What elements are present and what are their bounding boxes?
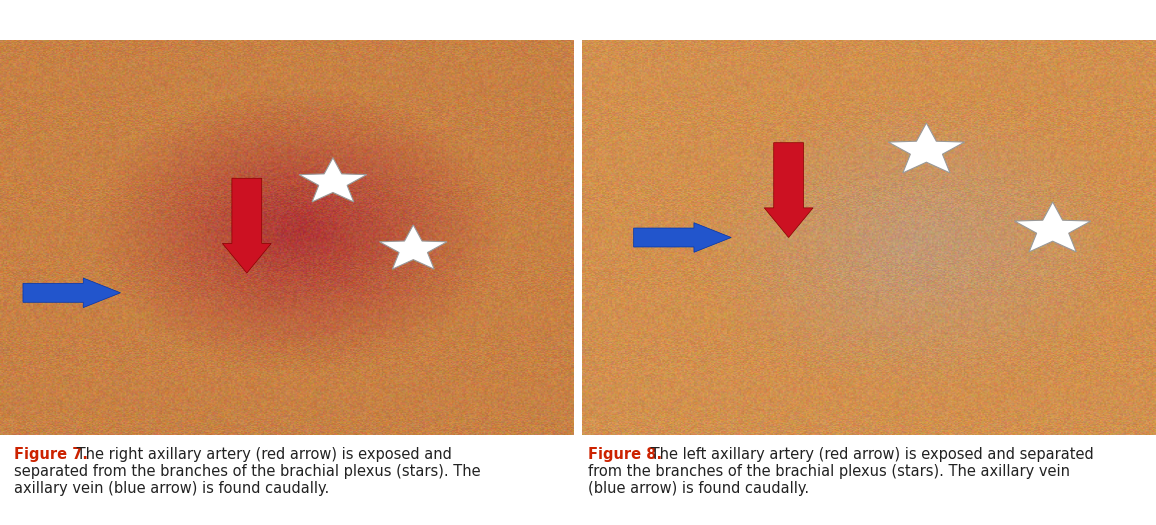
FancyArrow shape (764, 143, 813, 237)
Polygon shape (299, 158, 366, 202)
Polygon shape (1015, 202, 1091, 252)
Text: Figure 7.: Figure 7. (14, 447, 88, 462)
FancyArrow shape (23, 278, 120, 308)
Text: The right axillary artery (red arrow) is exposed and: The right axillary artery (red arrow) is… (72, 447, 452, 462)
Text: Figure 8.: Figure 8. (588, 447, 662, 462)
Text: UPPER EXTREMITY – HEAD AT TOP: UPPER EXTREMITY – HEAD AT TOP (399, 9, 757, 28)
Text: (blue arrow) is found caudally.: (blue arrow) is found caudally. (588, 481, 809, 496)
FancyArrow shape (633, 223, 732, 253)
Text: The left axillary artery (red arrow) is exposed and separated: The left axillary artery (red arrow) is … (646, 447, 1094, 462)
FancyArrow shape (222, 178, 272, 273)
Text: axillary vein (blue arrow) is found caudally.: axillary vein (blue arrow) is found caud… (14, 481, 329, 496)
Polygon shape (888, 123, 964, 173)
Text: from the branches of the brachial plexus (stars). The axillary vein: from the branches of the brachial plexus… (588, 464, 1070, 479)
Text: separated from the branches of the brachial plexus (stars). The: separated from the branches of the brach… (14, 464, 481, 479)
Polygon shape (379, 225, 447, 269)
